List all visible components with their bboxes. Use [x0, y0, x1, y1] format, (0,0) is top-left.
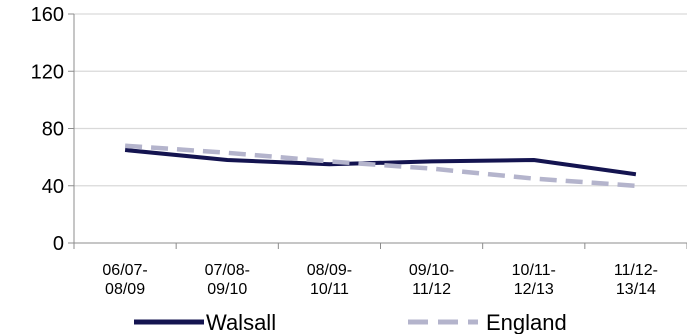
tick-labels: 0 40 80 120 160 06/07- 08/09 07/08- 09/10 08/09- 1… [31, 4, 658, 298]
x-tick-label-line: 12/13 [514, 281, 554, 298]
x-tick-label-line: 08/09 [105, 281, 145, 298]
x-tick-label-line: 07/08- [205, 262, 250, 279]
gridlines [74, 13, 687, 187]
y-tick-label: 0 [53, 233, 64, 255]
x-tick-label: 07/08- 09/10 [205, 262, 250, 298]
y-tick-label: 160 [31, 4, 64, 26]
x-tick-label-line: 10/11 [310, 281, 349, 298]
legend-label-england: England [486, 310, 567, 334]
series-lines [124, 143, 637, 189]
x-tick-label: 10/11- 12/13 [512, 262, 556, 298]
legend: Walsall England [134, 310, 567, 334]
axes [68, 13, 687, 249]
x-tick-label-line: 13/14 [616, 281, 656, 298]
x-tick-label: 06/07- 08/09 [102, 262, 147, 298]
x-tick-label-line: 08/09- [307, 262, 352, 279]
y-tick-label: 40 [42, 176, 64, 198]
y-tick-label: 80 [42, 119, 64, 141]
x-tick-label-line: 11/12 [412, 281, 451, 298]
x-tick-label-line: 11/12- [614, 262, 658, 279]
legend-label-walsall: Walsall [206, 310, 276, 334]
x-tick-label-line: 10/11- [512, 262, 556, 279]
series-line-walsall [124, 148, 637, 177]
x-tick-label: 08/09- 10/11 [307, 262, 352, 298]
x-tick-label-line: 06/07- [102, 262, 147, 279]
y-tick-label: 120 [31, 61, 64, 83]
x-tick-label-line: 09/10 [207, 281, 247, 298]
x-tick-label-line: 09/10- [409, 262, 454, 279]
x-tick-label: 11/12- 13/14 [614, 262, 658, 298]
x-tick-label: 09/10- 11/12 [409, 262, 454, 298]
series-line-england [124, 143, 637, 189]
